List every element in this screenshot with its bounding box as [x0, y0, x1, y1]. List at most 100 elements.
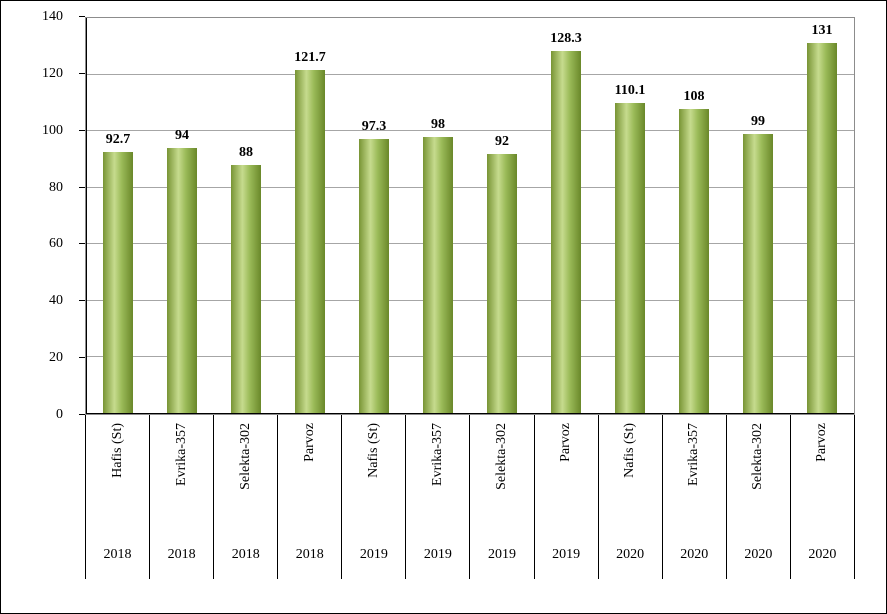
- y-tick-label: 100: [42, 122, 63, 138]
- category-label-text: Evrika-357: [429, 423, 445, 486]
- year-label: 2019: [359, 547, 388, 562]
- category-label-text: Evrika-357: [173, 423, 189, 486]
- bar-column: 97.3: [342, 18, 406, 414]
- category-label: Nafis (St): [366, 415, 382, 531]
- category-cell: Selekta-302 2018: [214, 415, 279, 579]
- y-tick-mark: [79, 186, 85, 188]
- bar-value-label: 108: [683, 88, 705, 104]
- year-label: 2020: [808, 547, 837, 562]
- category-label: Nafis (St): [622, 415, 638, 531]
- y-tick-label: 60: [49, 236, 63, 252]
- category-label: Selekta-302: [750, 415, 766, 531]
- bar: [743, 133, 773, 414]
- bar: [615, 102, 645, 414]
- y-tick-label: 0: [56, 407, 63, 422]
- bar: [487, 153, 517, 414]
- category-label-text: Parvoz: [558, 423, 574, 462]
- y-tick-label: 40: [49, 293, 63, 309]
- bar-value-label: 97.3: [361, 118, 387, 134]
- y-axis-labels: 0 20 40 60 80 100 120 140: [1, 10, 75, 422]
- category-label-text: Parvoz: [814, 423, 830, 462]
- bar-columns: 92.7 94 88 121.7 97.3 98 92 128.3 110.1 108 99 131: [86, 18, 854, 414]
- category-cell: Selekta-302 2019: [470, 415, 535, 579]
- y-axis-tick-marks: [79, 16, 85, 415]
- category-label: Parvoz: [814, 415, 830, 531]
- bar-column: 92: [470, 18, 534, 414]
- category-cell: Selekta-302 2020: [727, 415, 791, 579]
- bar: [103, 151, 133, 414]
- category-cell: Evrika-357 2020: [663, 415, 727, 579]
- category-label: Evrika-357: [686, 415, 702, 531]
- y-tick-mark: [79, 357, 85, 359]
- gridlines: [86, 18, 854, 414]
- bar-column: 110.1: [598, 18, 662, 414]
- category-label-text: Selekta-302: [237, 423, 253, 490]
- year-label: 2018: [167, 547, 196, 562]
- bar-column: 98: [406, 18, 470, 414]
- category-cell: Hafis (St) 2018: [85, 415, 151, 579]
- category-label-text: Selekta-302: [750, 423, 766, 490]
- bar: [359, 138, 389, 414]
- category-label: Evrika-357: [174, 415, 190, 531]
- category-label: Parvoz: [302, 415, 318, 531]
- category-label-text: Parvoz: [301, 423, 317, 462]
- y-axis-line: [86, 18, 87, 414]
- year-label: 2019: [423, 547, 452, 562]
- year-label: 2020: [616, 547, 645, 562]
- x-axis-line: [86, 413, 854, 414]
- y-tick-mark: [79, 16, 85, 17]
- gridline: [86, 243, 854, 245]
- bar: [807, 43, 837, 414]
- category-cell: Parvoz 2019: [535, 415, 599, 579]
- category-axis: Hafis (St) 2018 Evrika-357 2018 Selekta-302 2…: [85, 415, 855, 579]
- category-cell: Evrika-357 2019: [406, 415, 471, 579]
- year-label: 2018: [231, 547, 260, 562]
- gridline: [86, 356, 854, 358]
- category-label-text: Selekta-302: [494, 423, 509, 490]
- category-cell: Parvoz 2018: [278, 415, 343, 579]
- category-label-text: Evrika-357: [686, 423, 702, 486]
- category-cell: Evrika-357 2018: [150, 415, 215, 579]
- y-tick-label: 80: [49, 179, 63, 195]
- bar-value-label: 92: [495, 133, 509, 149]
- y-tick-mark: [79, 414, 85, 415]
- bar: [679, 108, 709, 414]
- plot-area: 92.7 94 88 121.7 97.3 98 92 128.3 110.1 108 99 131: [85, 17, 855, 415]
- bar-column: 131: [790, 18, 854, 414]
- bar-column: 88: [214, 18, 278, 414]
- gridline: [86, 186, 854, 188]
- category-label: Selekta-302: [494, 415, 510, 531]
- bar: [423, 136, 453, 414]
- y-tick-mark: [79, 129, 85, 131]
- bar-column: 128.3: [534, 18, 598, 414]
- bar-column: 92.7: [86, 18, 150, 414]
- category-label: Selekta-302: [238, 415, 254, 531]
- category-label-text: Hafis (St): [109, 423, 125, 478]
- y-tick-mark: [79, 243, 85, 245]
- bar-column: 108: [662, 18, 726, 414]
- y-tick-label: 120: [42, 65, 63, 81]
- bar: [167, 148, 197, 414]
- y-tick-label: 140: [42, 9, 63, 24]
- category-cell: Nafis (St) 2020: [599, 415, 663, 579]
- category-label: Parvoz: [558, 415, 574, 531]
- bar-value-label: 131: [811, 23, 833, 39]
- bar-value-label: 110.1: [614, 82, 646, 98]
- year-label: 2020: [744, 547, 773, 562]
- y-tick-mark: [79, 72, 85, 74]
- bar-value-label: 128.3: [550, 31, 582, 47]
- category-label: Evrika-357: [430, 415, 446, 531]
- bar-value-label: 94: [175, 128, 189, 144]
- bar-value-label: 99: [751, 113, 765, 129]
- category-label-text: Nafis (St): [622, 423, 638, 478]
- bar-value-label: 92.7: [105, 131, 131, 147]
- bar: [551, 51, 581, 414]
- year-label: 2018: [295, 547, 324, 562]
- year-label: 2018: [103, 547, 132, 562]
- y-tick-label: 20: [49, 350, 63, 366]
- year-label: 2019: [552, 547, 581, 562]
- bar-column: 99: [726, 18, 790, 414]
- category-cell: Nafis (St) 2019: [342, 415, 407, 579]
- category-label: Hafis (St): [110, 415, 126, 531]
